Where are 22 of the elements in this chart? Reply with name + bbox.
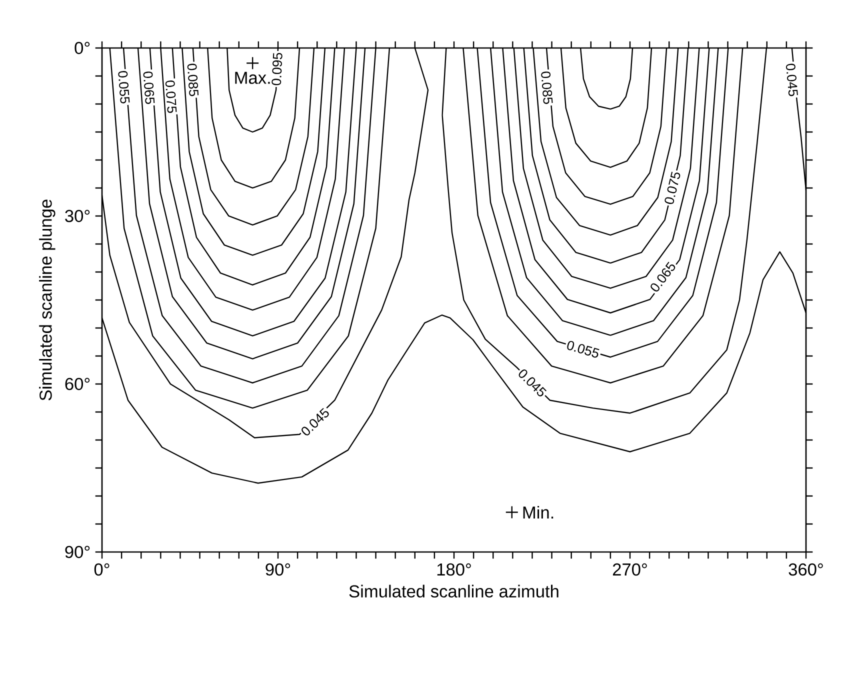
annotation: 0.055 [118,71,130,104]
annotation: 0.085 [187,64,199,96]
annotation: 0.055 [567,340,600,358]
series-label: Max. [235,72,270,84]
annotation: 0.075 [664,172,680,204]
y-tick-label: 0° [74,42,90,54]
annotation: 0.095 [272,52,282,86]
y-axis-title: Simulated scanline plunge [39,200,56,400]
x-tick-label: 180° [437,563,471,576]
series-label: Min. [523,506,554,519]
x-axis-title: Simulated scanline azimuth [349,584,558,598]
x-tick-label: 360° [788,563,823,576]
y-tick-label: 90° [65,546,90,558]
x-tick-label: 0° [94,563,110,576]
annotation: 0.085 [541,72,553,104]
x-tick-label: 270° [612,563,647,576]
x-tick-label: 90° [266,563,290,576]
y-tick-label: 30° [65,210,90,222]
annotation: 0.045 [786,64,798,96]
y-tick-label: 60° [65,378,90,390]
annotation: 0.065 [143,72,155,104]
annotation: 0.075 [165,80,177,113]
